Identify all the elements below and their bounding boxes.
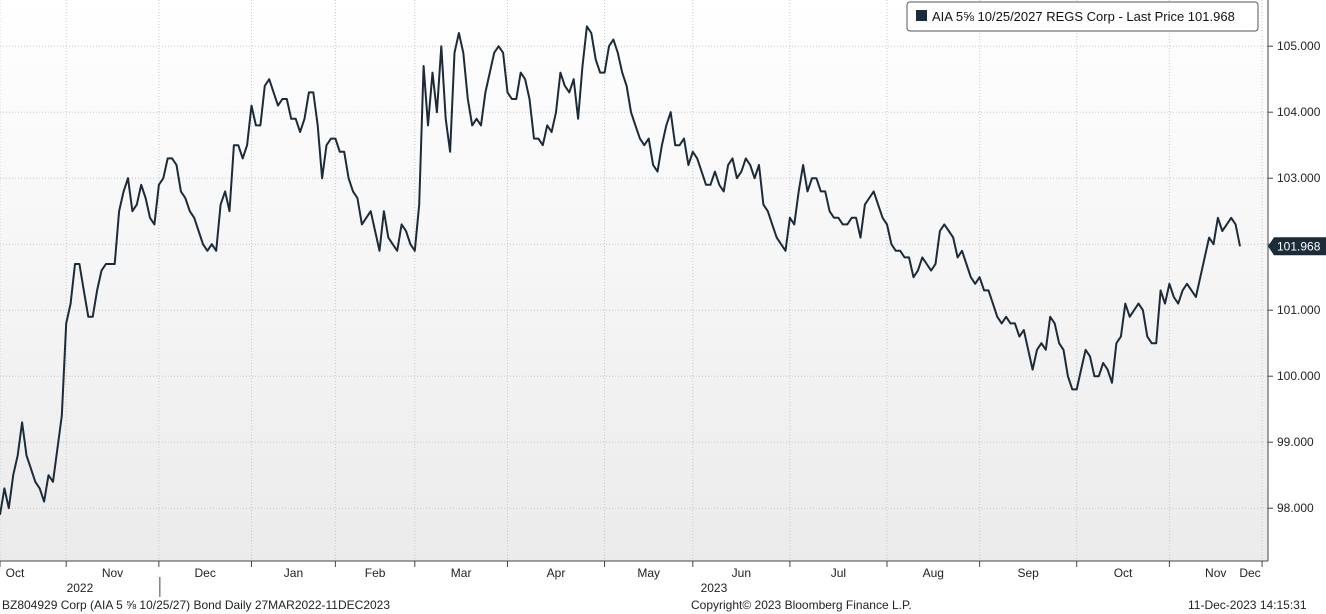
legend-swatch	[916, 10, 927, 21]
x-tick-label: May	[637, 566, 660, 580]
legend: AIA 5⅝ 10/25/2027 REGS Corp - Last Price…	[906, 1, 1259, 32]
legend-label: AIA 5⅝ 10/25/2027 REGS Corp - Last Price…	[932, 9, 1235, 24]
footer-copyright: Copyright© 2023 Bloomberg Finance L.P.	[691, 598, 912, 612]
x-axis-ticks: Oct Nov Dec Jan Feb Mar Apr May Jun Jul Aug Sep Oct N…	[0, 561, 1263, 597]
x-tick-label: Apr	[547, 566, 566, 580]
y-tick-label: 104.000	[1277, 105, 1321, 119]
footer-security-info: BZ804929 Corp (AIA 5 ⅝ 10/25/27) Bond Da…	[2, 598, 390, 612]
series-line-group	[0, 25, 1241, 515]
last-price-label: 101.968	[1277, 239, 1321, 253]
legend-box	[906, 1, 1259, 32]
x-tick-label: Feb	[365, 566, 386, 580]
y-tick-label: 103.000	[1277, 171, 1321, 185]
y-tick-label: 100.000	[1277, 369, 1321, 383]
x-tick-label: Dec	[195, 566, 216, 580]
x-tick-label: Nov	[102, 566, 123, 580]
year-label: 2023	[701, 581, 728, 595]
last-price-marker: 101.968	[1268, 237, 1326, 256]
x-tick-label: Oct	[1114, 566, 1133, 580]
plot-background	[0, 0, 1268, 561]
y-tick-label: 101.000	[1277, 303, 1321, 317]
x-tick-label: Dec	[1239, 566, 1260, 580]
y-tick-label: 99.000	[1277, 435, 1314, 449]
x-tick-label: Aug	[923, 566, 944, 580]
grid-lines	[0, 0, 1268, 561]
y-tick-label: 98.000	[1277, 501, 1314, 515]
y-axis-ticks: 98.00099.000100.000101.000102.000103.000…	[1268, 39, 1321, 515]
series-line	[0, 25, 1241, 515]
x-tick-label: Jul	[831, 566, 846, 580]
x-tick-label: Oct	[6, 566, 25, 580]
x-tick-label: Sep	[1018, 566, 1040, 580]
footer-timestamp: 11-Dec-2023 14:15:31	[1188, 598, 1307, 612]
x-tick-label: Jan	[284, 566, 303, 580]
x-tick-label: Mar	[451, 566, 472, 580]
y-tick-label: 105.000	[1277, 39, 1321, 53]
year-label: 2022	[67, 581, 94, 595]
x-tick-label: Jun	[732, 566, 751, 580]
last-price-tag	[1268, 237, 1326, 256]
x-tick-label: Nov	[1205, 566, 1226, 580]
